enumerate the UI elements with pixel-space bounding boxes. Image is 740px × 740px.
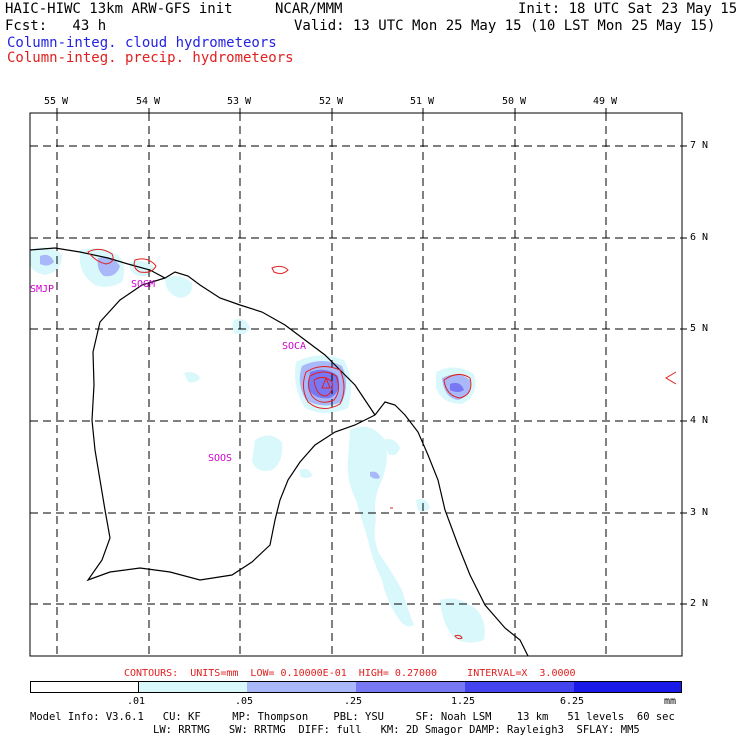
colorbar-bin: [31, 682, 139, 692]
colorbar-label: 6.25: [560, 696, 585, 707]
lat-label: 7 N: [690, 140, 709, 151]
colorbar: [30, 681, 682, 693]
station-label: SOOS: [208, 453, 233, 464]
lat-label: 6 N: [690, 232, 709, 243]
contours-info: CONTOURS: UNITS=mm LOW= 0.10000E-01 HIGH…: [124, 668, 576, 679]
model-info-line2: LW: RRTMG SW: RRTMG DIFF: full KM: 2D Sm…: [153, 724, 640, 736]
lon-label: 51 W: [410, 96, 435, 107]
colorbar-bin: [247, 682, 356, 692]
legend-cloud: Column-integ. cloud hydrometeors: [7, 35, 277, 51]
lat-label: 5 N: [690, 323, 709, 334]
lon-label: 54 W: [136, 96, 161, 107]
colorbar-bin: [139, 682, 247, 692]
lon-label: 53 W: [227, 96, 252, 107]
lat-label: 2 N: [690, 598, 709, 609]
station-label: SOGM: [131, 279, 156, 290]
station-label: SOCA: [282, 341, 307, 352]
colorbar-bin: [356, 682, 465, 692]
colorbar-bin: [465, 682, 574, 692]
valid-time: Valid: 13 UTC Mon 25 May 15 (10 LST Mon …: [294, 18, 716, 34]
lon-label: 50 W: [502, 96, 527, 107]
init-time: Init: 18 UTC Sat 23 May 15: [518, 1, 738, 17]
station-label: SMJP: [30, 284, 55, 295]
precip-contours: [87, 248, 677, 640]
ticks: [56, 108, 687, 605]
lat-label: 3 N: [690, 507, 709, 518]
colorbar-label: .05: [235, 696, 254, 707]
lon-label: 49 W: [593, 96, 618, 107]
colorbar-label: 1.25: [451, 696, 476, 707]
legend-precip: Column-integ. precip. hydrometeors: [7, 50, 294, 66]
model-info-line1: Model Info: V3.6.1 CU: KF MP: Thompson P…: [30, 711, 675, 723]
colorbar-label: .01: [127, 696, 146, 707]
model-title: HAIC-HIWC 13km ARW-GFS init: [5, 1, 233, 17]
coastline: [30, 247, 529, 656]
colorbar-units: mm: [664, 696, 677, 707]
lon-label: 55 W: [44, 96, 69, 107]
lat-lon-grid: [30, 113, 682, 656]
lon-label: 52 W: [319, 96, 344, 107]
cloud-fill: [30, 247, 485, 643]
colorbar-bin: [574, 682, 681, 692]
org-label: NCAR/MMM: [275, 1, 343, 17]
colorbar-label: .25: [344, 696, 363, 707]
forecast-hour: Fcst: 43 h: [5, 18, 107, 34]
lat-label: 4 N: [690, 415, 709, 426]
